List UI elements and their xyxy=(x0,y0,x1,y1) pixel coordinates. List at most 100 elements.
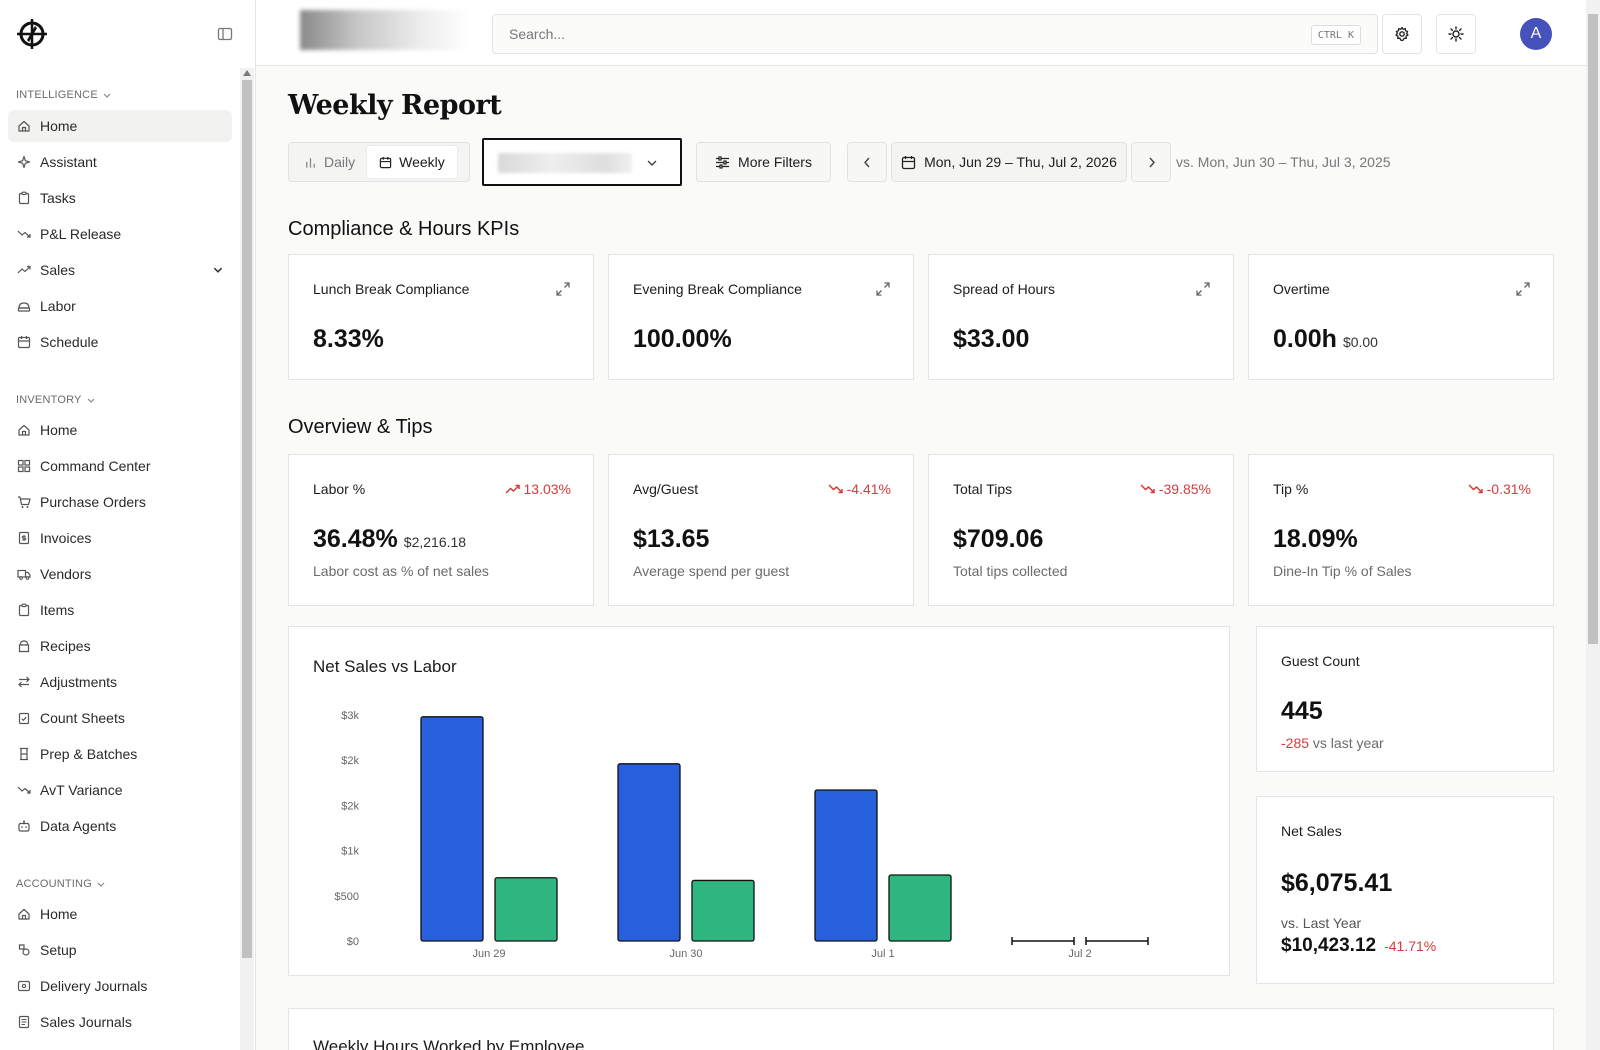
y-tick-label: $1k xyxy=(341,846,359,858)
sidebar-item-schedule[interactable]: Schedule xyxy=(8,326,232,358)
kpi-card: Evening Break Compliance 100.00% xyxy=(608,254,914,380)
sidebar-item-assistant[interactable]: Assistant xyxy=(8,146,232,178)
guest-count-value: 445 xyxy=(1281,697,1323,725)
user-avatar[interactable]: A xyxy=(1520,18,1552,50)
trend-up-icon xyxy=(504,484,520,494)
recipe-icon xyxy=(18,640,30,653)
compare-range-text: vs. Mon, Jun 30 – Thu, Jul 3, 2025 xyxy=(1176,154,1391,170)
chevron-down-icon[interactable] xyxy=(212,264,224,276)
sidebar-toggle-icon[interactable] xyxy=(217,26,233,42)
more-filters-button[interactable]: More Filters xyxy=(696,142,831,182)
chart-title: Net Sales vs Labor xyxy=(313,657,457,676)
sidebar-section-intelligence[interactable]: INTELLIGENCE xyxy=(16,89,112,101)
overview-section-title: Overview & Tips xyxy=(288,416,433,438)
weekly-hours-card: Weekly Hours Worked by Employee xyxy=(288,1008,1554,1050)
view-daily-option[interactable]: Daily xyxy=(292,146,367,178)
sidebar-item-avt-variance[interactable]: AvT Variance xyxy=(8,774,232,806)
y-tick-label: $500 xyxy=(335,891,359,903)
sidebar-item-sales[interactable]: Sales xyxy=(8,254,232,286)
sidebar-item-label: Sales Journals xyxy=(40,1014,132,1030)
scroll-up-arrow-icon[interactable] xyxy=(243,70,251,76)
sidebar-item-command-center[interactable]: Command Center xyxy=(8,450,232,482)
net-sales-compare-value: $10,423.12 xyxy=(1281,935,1377,956)
expand-icon[interactable] xyxy=(875,281,891,297)
sidebar-scrollbar[interactable] xyxy=(240,68,254,1050)
kpi-card: Lunch Break Compliance 8.33% xyxy=(288,254,594,380)
arrows-icon xyxy=(18,676,30,688)
sidebar-item-recipes[interactable]: Recipes xyxy=(8,630,232,662)
journal-list-icon xyxy=(18,1015,30,1029)
weekly-hours-title: Weekly Hours Worked by Employee xyxy=(313,1037,585,1050)
sidebar-item-home[interactable]: Home xyxy=(8,898,232,930)
sidebar-item-labor[interactable]: Labor xyxy=(8,290,232,322)
sidebar-item-label: Sales xyxy=(40,262,76,278)
x-tick-label: Jul 1 xyxy=(871,948,894,960)
search-box[interactable]: CTRL K xyxy=(492,14,1378,54)
sidebar-item-tasks[interactable]: Tasks xyxy=(8,182,232,214)
net-sales-compare-row: $10,423.12 -41.71% xyxy=(1281,935,1436,957)
kpi-card: Overtime 0.00h $0.00 xyxy=(1248,254,1554,380)
sidebar-item-purchase-orders[interactable]: Purchase Orders xyxy=(8,486,232,518)
sidebar-item-label: Home xyxy=(40,422,78,438)
location-value-redacted xyxy=(498,153,632,173)
sidebar-item-label: Vendors xyxy=(40,566,92,582)
overview-trend-value: -0.31% xyxy=(1486,481,1531,497)
prev-range-button[interactable] xyxy=(847,142,887,182)
page-scroll-thumb[interactable] xyxy=(1588,14,1598,644)
kpi-value: $33.00 xyxy=(953,325,1029,354)
more-filters-label: More Filters xyxy=(738,154,812,170)
overview-value: 18.09% xyxy=(1273,525,1358,554)
kpi-value: 100.00% xyxy=(633,325,732,354)
sidebar-item-home[interactable]: Home xyxy=(8,110,232,142)
expand-icon[interactable] xyxy=(1195,281,1211,297)
sidebar-item-home[interactable]: Home xyxy=(8,414,232,446)
kpi-value: 8.33% xyxy=(313,325,384,354)
page-scrollbar[interactable] xyxy=(1586,0,1600,1050)
kpi-label: Lunch Break Compliance xyxy=(313,281,470,297)
logo-icon[interactable] xyxy=(16,18,48,50)
sidebar-scroll-thumb[interactable] xyxy=(242,80,252,958)
sidebar-item-vendors[interactable]: Vendors xyxy=(8,558,232,590)
search-input[interactable] xyxy=(509,26,1269,42)
sidebar-item-adjustments[interactable]: Adjustments xyxy=(8,666,232,698)
sidebar-section-accounting[interactable]: ACCOUNTING xyxy=(16,878,106,890)
sidebar-item-p-l-release[interactable]: P&L Release xyxy=(8,218,232,250)
sidebar-item-label: Schedule xyxy=(40,334,99,350)
overview-trend: -0.31% xyxy=(1468,481,1531,497)
sidebar-item-setup[interactable]: Setup xyxy=(8,934,232,966)
sidebar-section-label: ACCOUNTING xyxy=(16,878,92,890)
view-toggle: Daily Weekly xyxy=(288,142,470,182)
bot-icon xyxy=(18,820,30,832)
chevron-right-icon xyxy=(1148,157,1155,167)
sidebar-item-prep-batches[interactable]: Prep & Batches xyxy=(8,738,232,770)
y-tick-label: $3k xyxy=(341,710,359,722)
home-icon xyxy=(18,120,30,132)
sidebar-section-inventory[interactable]: INVENTORY xyxy=(16,394,96,406)
overview-value: 36.48% $2,216.18 xyxy=(313,525,466,554)
net-sales-value: $6,075.41 xyxy=(1281,869,1393,897)
guest-count-label: Guest Count xyxy=(1281,653,1360,669)
sidebar-item-count-sheets[interactable]: Count Sheets xyxy=(8,702,232,734)
sidebar-item-invoices[interactable]: Invoices xyxy=(8,522,232,554)
kpi-section-title: Compliance & Hours KPIs xyxy=(288,218,520,240)
location-select[interactable] xyxy=(482,138,682,186)
view-weekly-option[interactable]: Weekly xyxy=(367,146,457,178)
expand-icon[interactable] xyxy=(555,281,571,297)
chevron-down-icon xyxy=(103,93,111,98)
overview-trend-value: -4.41% xyxy=(846,481,891,497)
theme-toggle-button[interactable] xyxy=(1436,14,1476,54)
topbar: CTRL K A xyxy=(256,0,1586,66)
expand-icon[interactable] xyxy=(1515,281,1531,297)
labor-bar xyxy=(888,874,952,942)
net-sales-card: Net Sales $6,075.41 vs. Last Year $10,42… xyxy=(1256,796,1554,984)
sidebar-item-items[interactable]: Items xyxy=(8,594,232,626)
kpi-value: 0.00h $0.00 xyxy=(1273,325,1378,354)
settings-button[interactable] xyxy=(1382,14,1422,54)
sidebar-item-delivery-journals[interactable]: Delivery Journals xyxy=(8,970,232,1002)
home-icon xyxy=(18,908,30,920)
date-range-button[interactable]: Mon, Jun 29 – Thu, Jul 2, 2026 xyxy=(891,142,1127,182)
sidebar-item-data-agents[interactable]: Data Agents xyxy=(8,810,232,842)
sidebar-item-sales-journals[interactable]: Sales Journals xyxy=(8,1006,232,1038)
next-range-button[interactable] xyxy=(1131,142,1171,182)
kpi-label: Evening Break Compliance xyxy=(633,281,802,297)
